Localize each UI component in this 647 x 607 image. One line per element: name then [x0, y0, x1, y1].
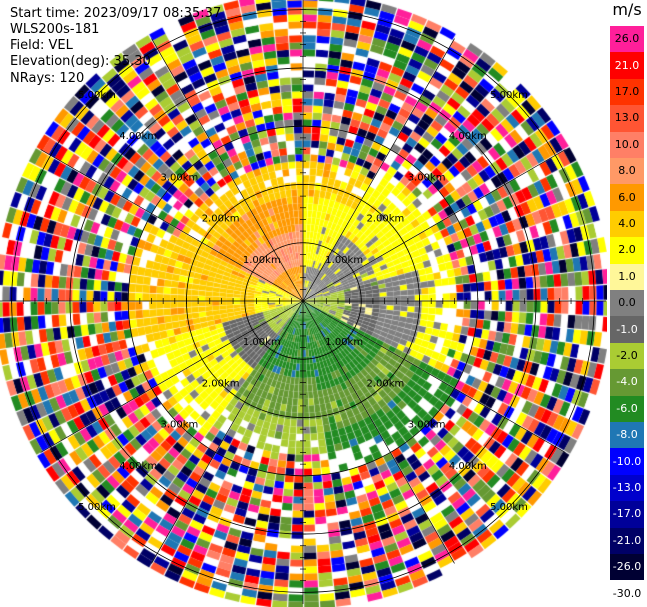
- range-ring-label: 2.00km: [366, 214, 404, 225]
- colorbar-tick-label: 6.0: [618, 190, 636, 204]
- range-ring-label: 1.00km: [243, 337, 281, 348]
- colorbar-cell: [610, 131, 644, 158]
- colorbar-tick-label: 8.0: [618, 164, 636, 178]
- azimuth-spoke: [302, 38, 455, 302]
- range-ring-label: 3.00km: [160, 420, 198, 431]
- range-ring-label: 3.00km: [160, 172, 198, 183]
- colorbar-tick-label: -2.0: [616, 349, 638, 362]
- colorbar-title: m/s: [612, 0, 642, 19]
- azimuth-spoke: [40, 149, 304, 302]
- colorbar-cell: [610, 263, 644, 290]
- azimuth-spoke: [302, 149, 566, 302]
- azimuth-spoke: [40, 300, 304, 453]
- range-ring-label: 1.00km: [325, 337, 363, 348]
- colorbar-cell: [610, 210, 644, 238]
- nrays-label: NRays: 120: [10, 71, 85, 86]
- colorbar-tick-label: -1.0: [616, 322, 638, 336]
- azimuth-spoke: [151, 300, 304, 564]
- range-ring-label: 1.00km: [325, 255, 363, 266]
- azimuth-spoke: [151, 38, 304, 302]
- range-ring-label: 5.00km: [78, 502, 116, 513]
- colorbar-tick-label: -10.0: [612, 454, 642, 468]
- colorbar-cell: [610, 52, 644, 79]
- colorbar-tick-label: 21.0: [614, 58, 640, 72]
- range-ring-label: 3.00km: [408, 420, 446, 431]
- colorbar-tick-label: -6.0: [616, 401, 638, 415]
- colorbar-tick-label: -17.0: [612, 507, 642, 521]
- colorbar-cell: [610, 26, 644, 53]
- colorbar-tick-label: 2.0: [618, 243, 636, 257]
- colorbar-cell: [610, 395, 644, 422]
- colorbar-cell: [610, 78, 644, 106]
- colorbar-tick-label: 4.0: [618, 217, 636, 230]
- colorbar-cell: [610, 369, 644, 396]
- colorbar-cell: [610, 448, 644, 475]
- colorbar-cell: [610, 580, 644, 607]
- range-ring-label: 4.00km: [449, 131, 487, 142]
- instrument-label: WLS200s-181: [10, 22, 100, 37]
- azimuth-spoke: [302, 300, 455, 564]
- colorbar-tick-label: -13.0: [612, 481, 642, 494]
- range-ring-label: 3.00km: [408, 172, 446, 183]
- colorbar-tick-label: -21.0: [612, 533, 642, 547]
- colorbar-tick-label: 17.0: [614, 85, 640, 98]
- colorbar-cell: [610, 158, 644, 185]
- field-label: Field: VEL: [10, 38, 73, 53]
- colorbar-cell: [610, 105, 644, 132]
- colorbar-cell: [610, 237, 644, 264]
- colorbar-tick-label: -26.0: [612, 560, 642, 574]
- colorbar-cell: [610, 184, 644, 211]
- colorbar-cell: [610, 290, 644, 317]
- colorbar-tick-label: 0.0: [618, 296, 636, 310]
- range-ring-label: 2.00km: [366, 378, 404, 389]
- range-ring-overlay: 1.00km 1.00km 1.00km 1.00km 2.00km 2.00km 2.00…: [0, 0, 606, 604]
- ppi-velocity-plot: [0, 0, 607, 607]
- colorbar-cell: [610, 422, 644, 449]
- range-ring-label: 4.00km: [449, 461, 487, 472]
- range-ring-label: 5.00km: [78, 90, 116, 101]
- colorbar-cell: [610, 501, 644, 528]
- range-ring-label: 2.00km: [202, 214, 240, 225]
- range-ring-label: 4.00km: [119, 461, 157, 472]
- range-ring-label: 4.00km: [119, 131, 157, 142]
- colorbar-tick-label: -4.0: [616, 375, 638, 389]
- range-ring-label: 5.00km: [490, 90, 528, 101]
- colorbar-tick-label: 13.0: [614, 111, 640, 125]
- colorbar-cell: [610, 554, 644, 581]
- start-time-label: Start time: 2023/09/17 08:35:37: [10, 6, 222, 21]
- range-ring-label: 1.00km: [243, 255, 281, 266]
- colorbar-cell: [610, 316, 644, 343]
- range-ring-label: 5.00km: [490, 502, 528, 513]
- colorbar-cell: [610, 342, 644, 370]
- colorbar-tick-label: -8.0: [616, 428, 638, 442]
- azimuth-spoke: [302, 300, 566, 453]
- colorbar-cell: [610, 527, 644, 554]
- colorbar-tick-label: -30.0: [612, 586, 642, 600]
- colorbar-tick-label: 26.0: [614, 32, 640, 46]
- colorbar-tick-label: 1.0: [618, 269, 636, 283]
- elevation-label: Elevation(deg): 35.30: [10, 54, 151, 69]
- colorbar-tick-label: 10.0: [614, 137, 640, 151]
- range-ring-label: 2.00km: [202, 378, 240, 389]
- colorbar: m/s 26.0 21.0 17.0 13.0 10.0 8.0 6.0 4.0 2.0 1.0 0…: [607, 0, 647, 607]
- colorbar-cell: [610, 474, 644, 502]
